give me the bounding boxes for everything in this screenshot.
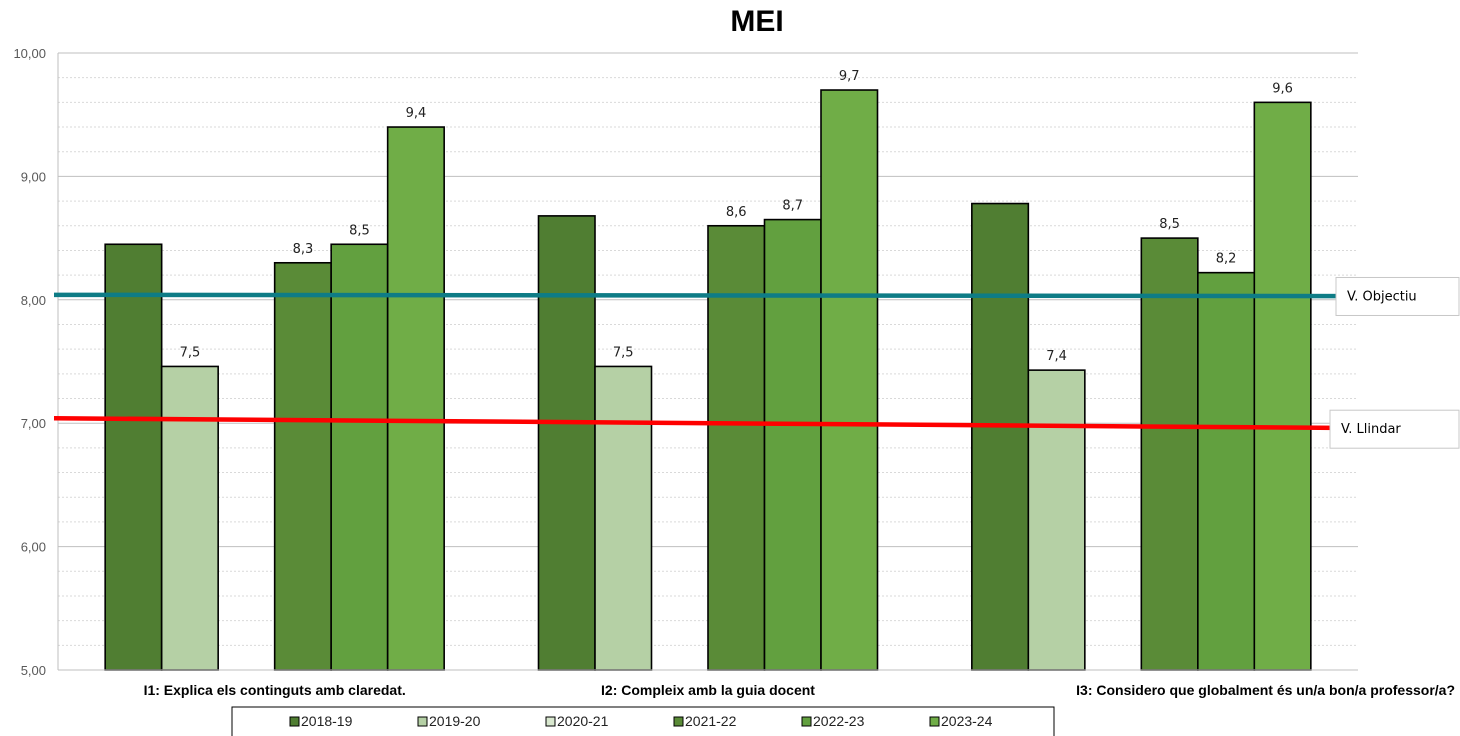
bar [1253,101,1312,671]
data-label: 9,6 [1272,81,1293,96]
legend-swatch [545,716,556,727]
bar [820,89,879,671]
chart-title: MEI [730,5,783,38]
y-tick-label: 10,00 [13,46,46,61]
bar [1140,237,1199,671]
data-label: 8,5 [349,223,370,238]
reference-line [53,416,1369,431]
bar [160,365,219,671]
bar [707,224,766,671]
bar [104,243,163,671]
y-tick-label: 7,00 [21,416,46,431]
data-label: 8,2 [1216,252,1237,267]
y-axis: 5,00 6,00 7,00 8,00 9,00 10,00 [13,46,59,678]
legend-label: 2021-22 [685,713,737,729]
data-label: 7,5 [180,345,201,360]
bar [273,261,332,671]
x-category-label: I1: Explica els continguts amb claredat. [144,682,406,698]
legend-swatch [289,716,300,727]
reference-line-label: V. Llindar [1341,422,1401,437]
data-label: 9,4 [406,106,427,121]
reference-line-label: V. Objectiu [1347,289,1417,304]
data-label: 7,4 [1046,349,1067,364]
legend-swatch [929,716,940,727]
y-tick-label: 8,00 [21,293,46,308]
data-label: 8,7 [782,199,803,214]
bar [537,215,596,671]
reference-line [53,292,1369,299]
x-category-label: I2: Compleix amb la guia docent [601,682,815,698]
data-labels: 7,5 8,3 8,5 9,4 7,5 8,6 8,7 9,7 7,4 8,5 8,2 9,6 [180,69,1293,364]
data-label: 8,5 [1159,217,1180,232]
y-tick-label: 5,00 [21,663,46,678]
reference-callout-box [1329,409,1460,449]
legend-label: 2022-23 [813,713,865,729]
data-label: 9,7 [839,69,860,84]
bar [971,202,1030,671]
legend-swatch [801,716,812,727]
legend-label: 2020-21 [557,713,609,729]
bar [330,243,389,671]
x-category-label: I3: Considero que globalment és un/a bon… [1076,682,1455,698]
legend-swatch [673,716,684,727]
data-label: 8,3 [293,242,314,257]
legend-label: 2019-20 [429,713,481,729]
legend: 2018-19 2019-20 2020-21 2021-22 2022-23 2023-… [231,706,1055,736]
bar [763,218,822,671]
data-label: 7,5 [613,345,634,360]
legend-box [231,706,1055,736]
y-tick-label: 9,00 [21,169,46,184]
data-label: 8,6 [726,205,747,220]
bar [1027,369,1086,671]
bar [386,126,445,671]
legend-swatch [417,716,428,727]
bar [1197,271,1256,671]
reference-lines: V. Objectiu V. Llindar [53,276,1460,449]
legend-label: 2023-24 [941,713,993,729]
legend-label: 2018-19 [301,713,353,729]
y-tick-label: 6,00 [21,540,46,555]
reference-callout-box [1335,276,1460,316]
bars [104,89,1312,671]
bar [594,365,653,671]
x-axis: I1: Explica els continguts amb claredat.… [58,669,1455,698]
